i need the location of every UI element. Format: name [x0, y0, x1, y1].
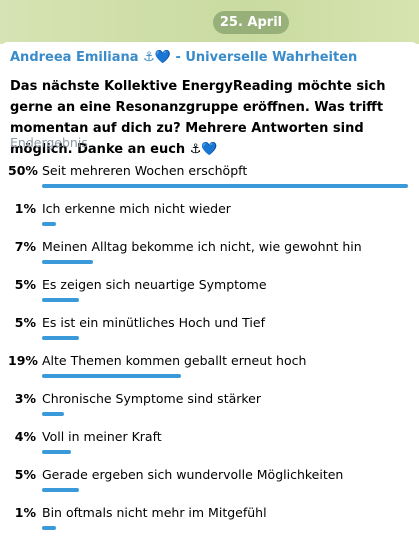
- chat-background: [0, 0, 419, 44]
- option-bar: [42, 488, 79, 492]
- option-text: Chronische Symptome sind stärker: [42, 391, 262, 406]
- poll-status: Endergebnis: [10, 135, 88, 150]
- option-percent: 5%: [14, 467, 36, 482]
- option-text: Ich erkenne mich nicht wieder: [42, 201, 231, 216]
- option-percent: 50%: [8, 163, 38, 178]
- option-bar: [42, 450, 72, 454]
- option-text: Meinen Alltag bekomme ich nicht, wie gew…: [42, 239, 362, 254]
- option-text: Es ist ein minütliches Hoch und Tief: [42, 315, 265, 330]
- option-bar: [42, 260, 94, 264]
- option-bar: [42, 374, 182, 378]
- date-badge: 25. April: [213, 11, 289, 34]
- option-percent: 5%: [14, 315, 36, 330]
- option-text: Bin oftmals nicht mehr im Mitgefühl: [42, 505, 267, 520]
- option-bar: [42, 336, 79, 340]
- option-percent: 4%: [14, 429, 36, 444]
- option-percent: 1%: [14, 201, 36, 216]
- option-text: Es zeigen sich neuartige Symptome: [42, 277, 267, 292]
- option-bar: [42, 298, 79, 302]
- option-bar: [42, 184, 408, 188]
- option-text: Seit mehreren Wochen erschöpft: [42, 163, 248, 178]
- option-percent: 19%: [8, 353, 38, 368]
- option-bar: [42, 526, 56, 530]
- option-text: Alte Themen kommen geballt erneut hoch: [42, 353, 307, 368]
- option-percent: 1%: [14, 505, 36, 520]
- option-percent: 7%: [14, 239, 36, 254]
- option-percent: 5%: [14, 277, 36, 292]
- option-percent: 3%: [14, 391, 36, 406]
- option-bar: [42, 222, 56, 226]
- poll-question: Das nächste Kollektive EnergyReading möc…: [10, 79, 386, 157]
- option-text: Voll in meiner Kraft: [42, 429, 162, 444]
- channel-name[interactable]: Andreea Emiliana ⚓💙 - Universelle Wahrhe…: [10, 50, 358, 65]
- option-text: Gerade ergeben sich wundervolle Möglichk…: [42, 467, 344, 482]
- option-bar: [42, 412, 64, 416]
